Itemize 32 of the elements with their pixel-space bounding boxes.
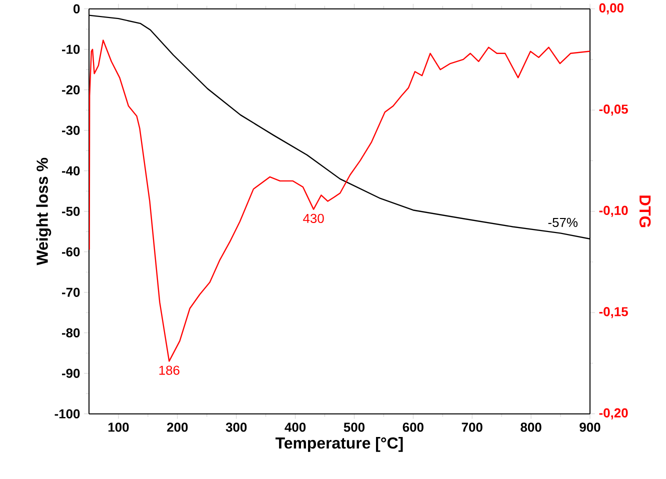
- y-tick-label: -60: [62, 247, 80, 256]
- annotation: 186: [159, 366, 180, 375]
- y-tick-label: -10: [62, 44, 80, 54]
- y2-tick-label: -0,05: [599, 104, 628, 116]
- y-tick-label: -50: [62, 206, 80, 216]
- y-tick-label: -20: [62, 85, 80, 94]
- x-tick-label: 200: [167, 422, 188, 432]
- y2-axis-title: DTG: [639, 196, 651, 228]
- annotation: 430: [303, 214, 324, 224]
- x-tick-label: 500: [344, 422, 364, 432]
- y2-tick-label: -0,15: [599, 307, 628, 318]
- x-tick-label: 600: [402, 422, 424, 432]
- y2-tick-label: 0,00: [599, 3, 624, 14]
- x-tick-label: 300: [226, 422, 247, 432]
- x-tick-label: 700: [462, 422, 482, 432]
- annotation: -57%: [548, 218, 578, 228]
- y2-tick-label: -0,10: [599, 206, 628, 217]
- y-tick-label: -30: [62, 126, 80, 135]
- y-tick-label: -100: [54, 409, 80, 418]
- line-series: [89, 40, 590, 362]
- y-axis-title: Weight loss %: [36, 158, 52, 266]
- y-tick-label: -90: [62, 368, 80, 378]
- x-tick-label: 400: [284, 422, 306, 432]
- x-tick-label: 800: [520, 422, 542, 432]
- y-tick-label: -40: [62, 166, 80, 176]
- x-tick-label: 100: [108, 422, 129, 432]
- y-tick-label: 0: [74, 4, 80, 14]
- y2-tick-label: -0,20: [599, 408, 628, 420]
- y-tick-label: -70: [62, 288, 80, 297]
- x-tick-label: 900: [580, 422, 600, 432]
- x-axis-title: Temperature [°C]: [276, 437, 403, 452]
- y-tick-label: -80: [62, 328, 80, 338]
